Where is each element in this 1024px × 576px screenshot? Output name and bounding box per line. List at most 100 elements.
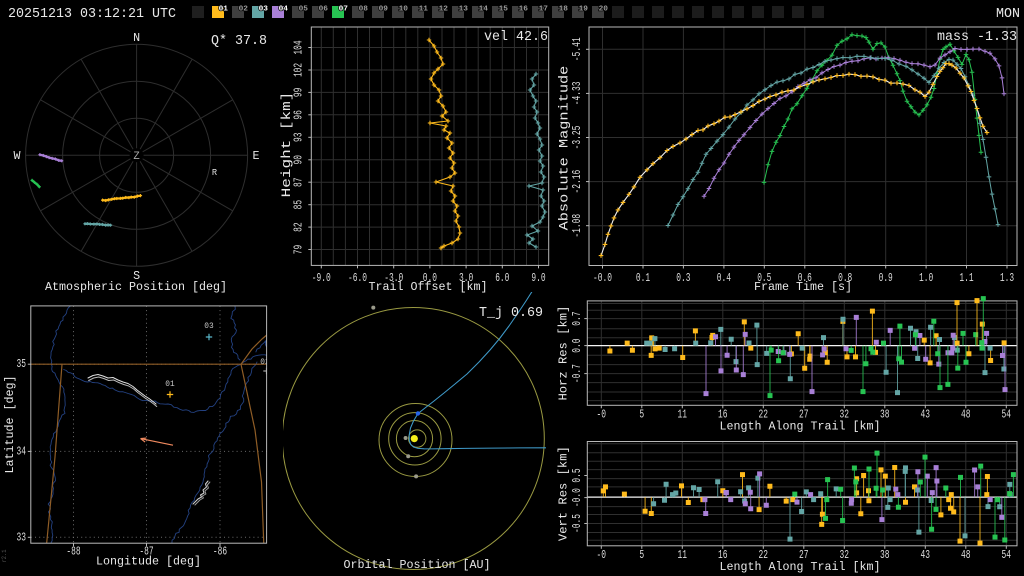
- svg-text:38: 38: [880, 548, 890, 562]
- svg-text:32: 32: [840, 408, 850, 422]
- svg-text:05: 05: [299, 6, 309, 14]
- svg-text:-4.33: -4.33: [570, 82, 584, 106]
- svg-text:03: 03: [204, 321, 213, 331]
- svg-text:35: 35: [17, 357, 27, 371]
- svg-text:20: 20: [599, 6, 609, 14]
- svg-text:102: 102: [292, 63, 306, 77]
- svg-text:-0: -0: [597, 408, 607, 422]
- svg-text:W: W: [14, 149, 22, 163]
- svg-text:Length Along Trail [km]: Length Along Trail [km]: [720, 420, 881, 434]
- svg-text:-0.7: -0.7: [570, 364, 584, 383]
- svg-text:22: 22: [759, 408, 769, 422]
- svg-text:0.3: 0.3: [676, 271, 690, 285]
- svg-text:33: 33: [17, 530, 27, 544]
- svg-text:48: 48: [961, 548, 971, 562]
- svg-text:-3.25: -3.25: [570, 126, 584, 150]
- svg-text:10: 10: [399, 6, 409, 14]
- svg-text:-2.16: -2.16: [570, 170, 584, 194]
- svg-text:12: 12: [439, 6, 449, 14]
- svg-text:82: 82: [292, 222, 306, 232]
- svg-text:79: 79: [291, 245, 305, 255]
- svg-text:-87: -87: [139, 545, 153, 559]
- svg-text:mass -1.33: mass -1.33: [937, 30, 1017, 45]
- svg-text:Z: Z: [133, 151, 140, 163]
- svg-text:104: 104: [292, 40, 306, 54]
- svg-text:5: 5: [639, 548, 644, 562]
- svg-text:0.0: 0.0: [570, 338, 584, 352]
- svg-text:09: 09: [379, 6, 389, 14]
- svg-text:1.3: 1.3: [1000, 271, 1014, 285]
- svg-text:Trail Offset [km]: Trail Offset [km]: [369, 280, 488, 294]
- svg-text:02: 02: [260, 357, 269, 367]
- svg-text:48: 48: [961, 408, 971, 422]
- svg-text:9.0: 9.0: [531, 271, 545, 285]
- svg-text:-0.0: -0.0: [570, 488, 584, 507]
- svg-text:Horz Res [km]: Horz Res [km]: [557, 306, 571, 401]
- svg-text:08: 08: [359, 6, 369, 14]
- svg-text:Longitude [deg]: Longitude [deg]: [96, 555, 201, 569]
- svg-text:99: 99: [292, 88, 306, 98]
- svg-text:22: 22: [759, 548, 769, 562]
- svg-text:27: 27: [799, 408, 809, 422]
- svg-text:Latitude [deg]: Latitude [deg]: [3, 376, 17, 474]
- svg-text:Atmospheric Position [deg]: Atmospheric Position [deg]: [45, 280, 227, 294]
- svg-text:17: 17: [539, 6, 548, 14]
- svg-text:-86: -86: [213, 545, 227, 559]
- svg-text:27: 27: [799, 548, 809, 562]
- svg-text:85: 85: [292, 200, 306, 210]
- svg-text:32: 32: [840, 548, 850, 562]
- svg-text:Height [km]: Height [km]: [280, 92, 294, 198]
- svg-text:S: S: [133, 269, 140, 283]
- svg-text:-0.0: -0.0: [593, 271, 612, 285]
- svg-text:-6.0: -6.0: [348, 271, 367, 285]
- svg-text:5: 5: [639, 408, 644, 422]
- svg-text:-88: -88: [66, 545, 80, 559]
- svg-text:16: 16: [519, 6, 529, 14]
- svg-text:04: 04: [279, 6, 289, 14]
- svg-text:11: 11: [678, 548, 688, 562]
- svg-text:Vert Res [km]: Vert Res [km]: [556, 446, 570, 541]
- svg-text:-1.08: -1.08: [570, 214, 584, 238]
- svg-text:01: 01: [165, 379, 174, 389]
- svg-text:-3.0: -3.0: [384, 271, 403, 285]
- svg-text:43: 43: [921, 548, 931, 562]
- svg-text:43: 43: [921, 408, 931, 422]
- svg-text:Orbital Position [AU]: Orbital Position [AU]: [344, 558, 491, 572]
- svg-text:15: 15: [499, 6, 509, 14]
- svg-text:0.8: 0.8: [838, 271, 852, 285]
- svg-text:vel 42.6: vel 42.6: [484, 30, 548, 45]
- svg-text:MON: MON: [996, 7, 1020, 22]
- svg-text:0.0: 0.0: [423, 271, 437, 285]
- svg-text:54: 54: [1002, 408, 1012, 422]
- svg-text:0.5: 0.5: [570, 468, 584, 482]
- svg-text:11: 11: [678, 408, 688, 422]
- svg-text:16: 16: [718, 548, 728, 562]
- svg-text:-9.0: -9.0: [312, 271, 331, 285]
- svg-text:01: 01: [219, 6, 229, 14]
- svg-text:87: 87: [292, 177, 306, 187]
- svg-text:Absolute Magnitude: Absolute Magnitude: [558, 66, 572, 231]
- svg-text:13: 13: [459, 6, 469, 14]
- svg-text:02: 02: [239, 6, 249, 14]
- svg-text:38: 38: [880, 408, 890, 422]
- svg-text:Frame Time [s]: Frame Time [s]: [754, 280, 852, 294]
- svg-text:0.5: 0.5: [757, 271, 771, 285]
- svg-text:Q* 37.8: Q* 37.8: [211, 34, 267, 49]
- svg-text:1.1: 1.1: [959, 271, 973, 285]
- svg-text:11: 11: [419, 6, 429, 14]
- svg-text:90: 90: [292, 155, 306, 165]
- svg-text:-0: -0: [597, 548, 607, 562]
- svg-text:E: E: [253, 149, 260, 163]
- svg-text:r2.1: r2.1: [1, 549, 8, 562]
- svg-text:0.1: 0.1: [636, 271, 650, 285]
- svg-text:18: 18: [559, 6, 569, 14]
- svg-text:16: 16: [718, 408, 728, 422]
- svg-text:06: 06: [319, 6, 329, 14]
- svg-text:3.0: 3.0: [459, 271, 473, 285]
- svg-text:54: 54: [1002, 548, 1012, 562]
- svg-text:20251213 03:12:21 UTC: 20251213 03:12:21 UTC: [8, 7, 176, 22]
- svg-text:03: 03: [259, 6, 269, 14]
- svg-text:07: 07: [339, 6, 348, 14]
- svg-text:1.0: 1.0: [919, 271, 933, 285]
- svg-text:0.6: 0.6: [798, 271, 812, 285]
